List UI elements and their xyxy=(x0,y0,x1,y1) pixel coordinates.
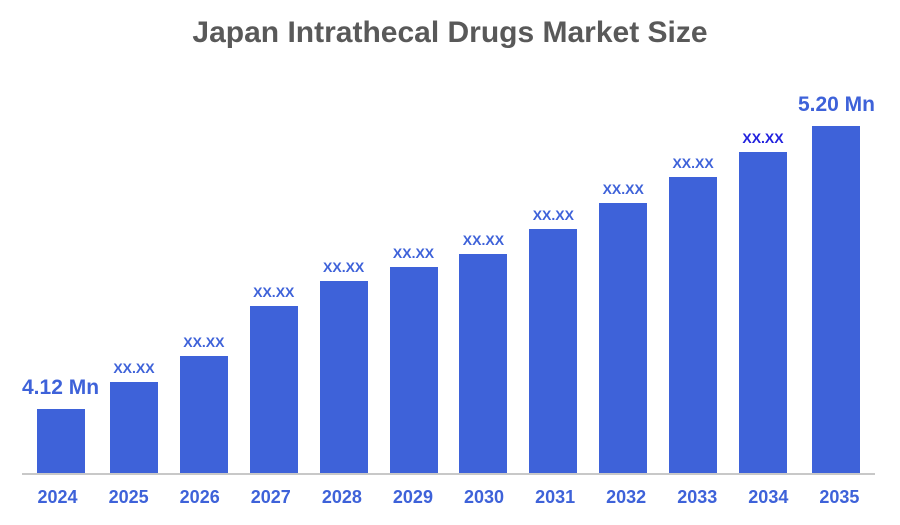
plot-area: 4.12 Mn XX.XX XX.XX XX.XX XX.XX XX.XX XX.XX XX.… xyxy=(22,85,875,507)
bar-column-2028: XX.XX xyxy=(309,85,379,473)
x-tick-label-2027: 2027 xyxy=(250,487,291,507)
bar-value-label-2034: XX.XX xyxy=(742,130,784,146)
bar-column-2030: XX.XX xyxy=(448,85,518,473)
x-tick-label-2028: 2028 xyxy=(321,487,362,507)
bar-column-2032: XX.XX xyxy=(588,85,658,473)
bar-value-label-2033: XX.XX xyxy=(672,155,714,171)
bar-column-2026: XX.XX xyxy=(169,85,239,473)
x-axis-line xyxy=(22,473,875,475)
bar-column-2033: XX.XX xyxy=(658,85,728,473)
bar-column-2029: XX.XX xyxy=(379,85,449,473)
bar-value-label-2026: XX.XX xyxy=(183,334,225,350)
bar-value-label-2025: XX.XX xyxy=(113,360,155,376)
bar-2024 xyxy=(36,409,85,473)
bars-container: 4.12 Mn XX.XX XX.XX XX.XX XX.XX XX.XX XX.XX XX.… xyxy=(22,85,875,473)
bar-2030 xyxy=(459,254,508,473)
x-tick-label-2030: 2030 xyxy=(463,487,505,507)
bar-column-2027: XX.XX xyxy=(239,85,309,473)
bar-column-2025: XX.XX xyxy=(99,85,169,473)
x-tick-label-2032: 2032 xyxy=(606,487,647,507)
bar-2031 xyxy=(529,229,578,473)
x-tick-label-2034: 2034 xyxy=(748,487,789,507)
bar-value-label-2029: XX.XX xyxy=(392,245,435,261)
chart-title: Japan Intrathecal Drugs Market Size xyxy=(192,16,708,49)
bar-2033 xyxy=(669,177,718,473)
bar-2026 xyxy=(179,356,228,473)
bar-value-label-2024: 4.12 Mn xyxy=(22,376,100,399)
bar-value-label-2035: 5.20 Mn xyxy=(797,93,875,116)
bar-2035 xyxy=(812,126,861,473)
bar-column-2034: XX.XX xyxy=(728,85,798,473)
x-tick-label-2033: 2033 xyxy=(677,487,718,507)
bar-2028 xyxy=(319,281,368,473)
x-tick-label-2026: 2026 xyxy=(179,487,220,507)
bar-2025 xyxy=(109,382,158,473)
bar-column-2024: 4.12 Mn xyxy=(22,85,99,473)
bar-2027 xyxy=(249,306,298,473)
bar-column-2035: 5.20 Mn xyxy=(798,85,875,473)
x-tick-label-2025: 2025 xyxy=(108,487,149,507)
bar-2032 xyxy=(599,203,648,473)
x-tick-label-2024: 2024 xyxy=(37,487,78,507)
x-tick-label-2035: 2035 xyxy=(819,487,860,507)
bar-2029 xyxy=(389,267,438,473)
bar-value-label-2030: XX.XX xyxy=(462,232,505,248)
bar-value-label-2031: XX.XX xyxy=(532,207,574,223)
bar-value-label-2028: XX.XX xyxy=(323,259,365,275)
x-axis-labels: 2024 2025 2026 2027 2028 2029 2030 2031 2032 2033… xyxy=(22,487,875,508)
x-tick-label-2029: 2029 xyxy=(392,487,433,507)
bar-column-2031: XX.XX xyxy=(518,85,588,473)
x-tick-label-2031: 2031 xyxy=(535,487,576,507)
bar-value-label-2032: XX.XX xyxy=(602,181,644,197)
bar-2034 xyxy=(738,152,787,473)
bar-value-label-2027: XX.XX xyxy=(253,284,295,300)
